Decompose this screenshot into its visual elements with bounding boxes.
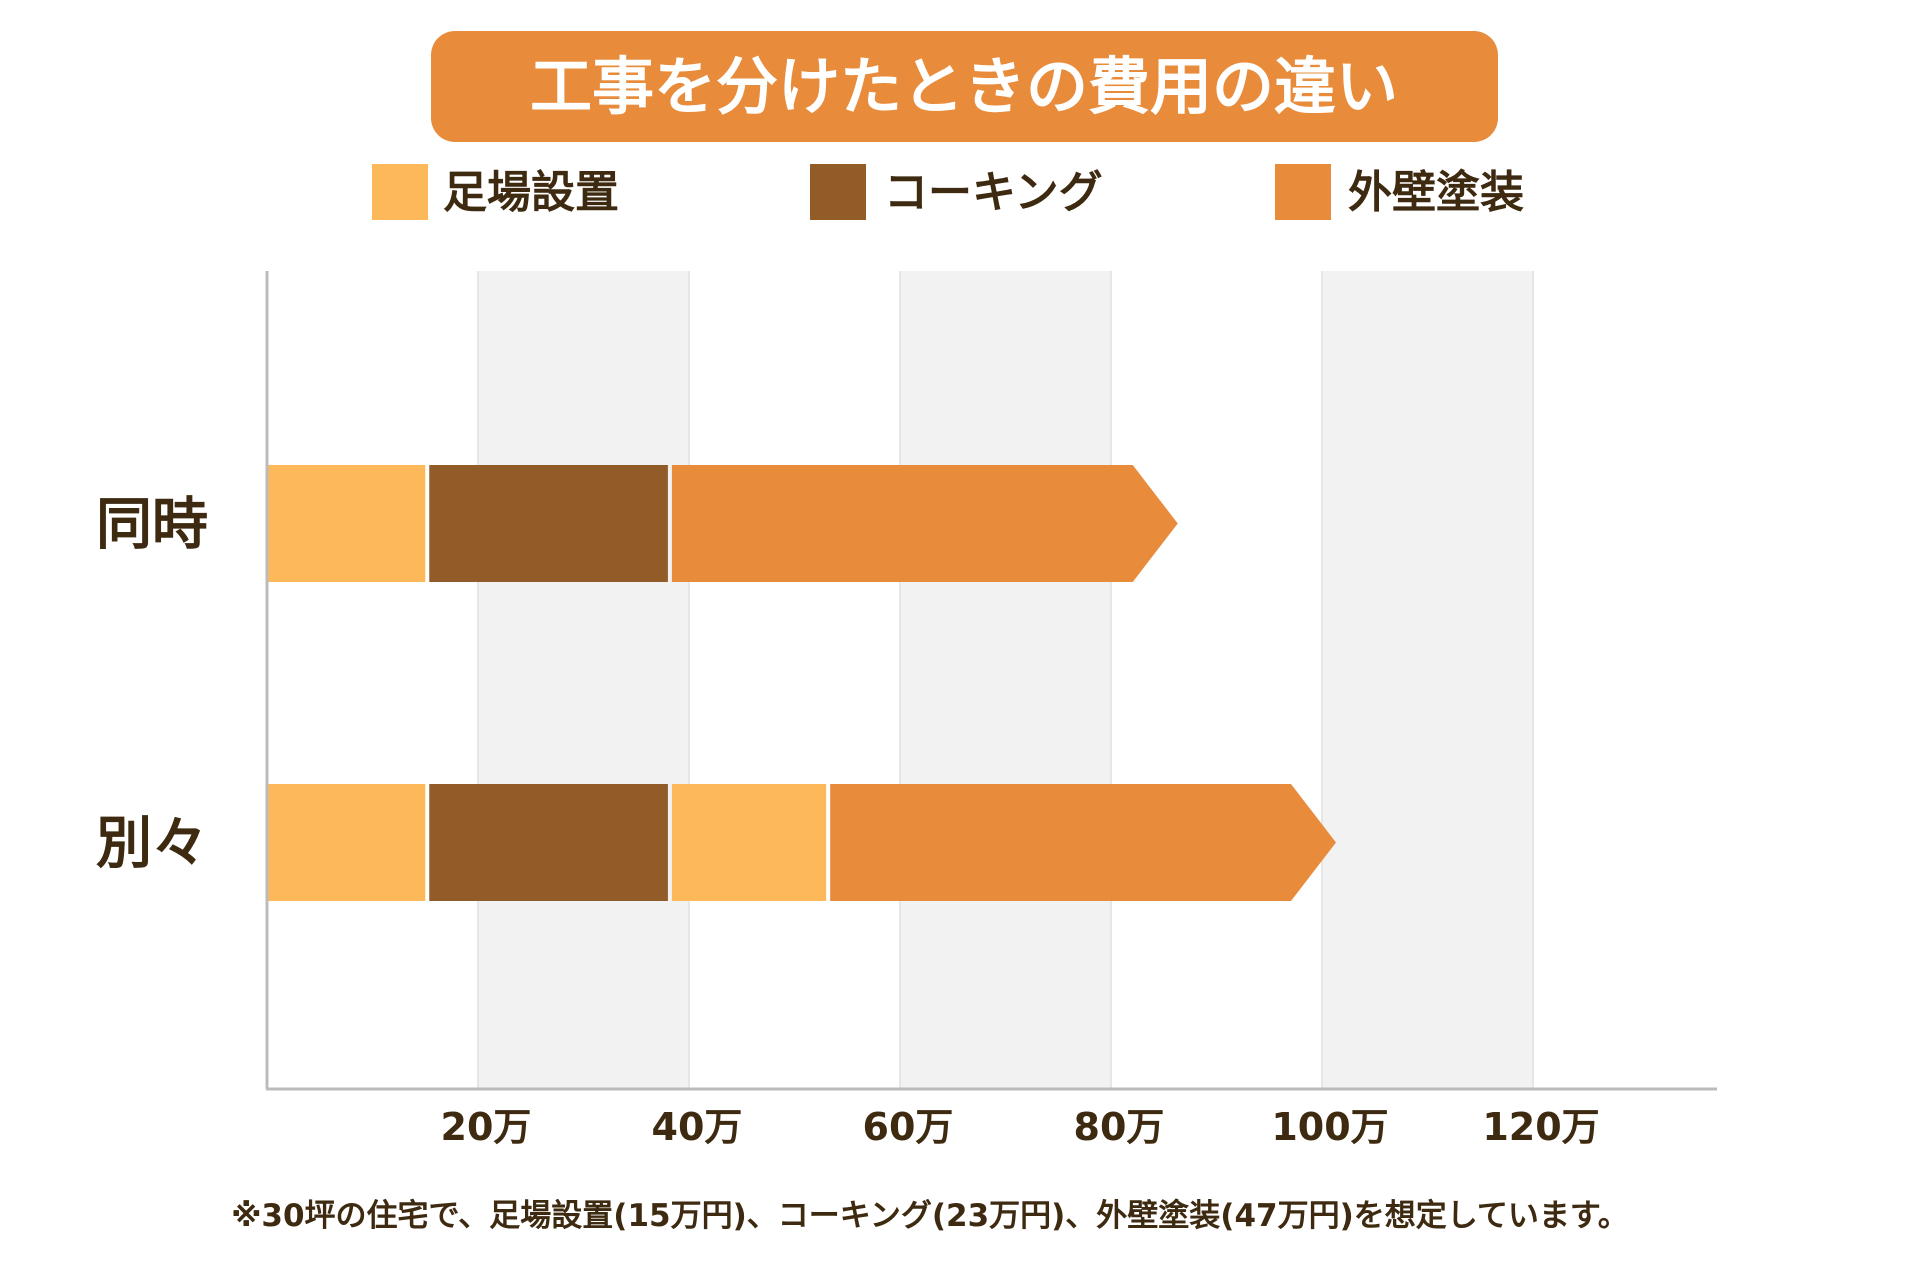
legend-label: 外壁塗装 [1348,167,1524,218]
x-tick-label: 100万 [1271,1105,1388,1149]
legend-label: コーキング [884,167,1103,218]
chart-title: 工事を分けたときの費用の違い [530,50,1398,123]
bar-segment [671,465,1178,582]
x-tick-label: 80万 [1074,1105,1165,1149]
footnote: ※30坪の住宅で、足場設置(15万円)、コーキング(23万円)、外壁塗装(47万… [231,1198,1629,1234]
x-tick-label: 120万 [1482,1105,1599,1149]
x-tick-label: 20万 [441,1105,532,1149]
bars [267,465,1336,901]
legend-swatch [810,164,866,220]
grid-band [900,271,1111,1089]
legend-label: 足場設置 [443,167,619,218]
bar-segment [267,465,426,582]
category-label: 同時 [96,493,208,558]
grid-band [478,271,689,1089]
bar-segment [429,465,668,582]
x-tick-label: 60万 [863,1105,954,1149]
x-tick-labels: 20万 40万 60万 80万 100万 120万 [441,1105,1600,1149]
legend: 足場設置 コーキング 外壁塗装 [372,164,1524,220]
legend-swatch [1275,164,1331,220]
x-tick-label: 40万 [652,1105,743,1149]
legend-swatch [372,164,428,220]
bar-segment [429,784,668,901]
category-label: 別々 [96,812,208,877]
bar-segment [671,784,827,901]
bar-segment [267,784,426,901]
grid-bands [477,271,1534,1089]
grid-band [1322,271,1533,1089]
bar-segment [830,784,1336,901]
title-box [431,31,1498,142]
